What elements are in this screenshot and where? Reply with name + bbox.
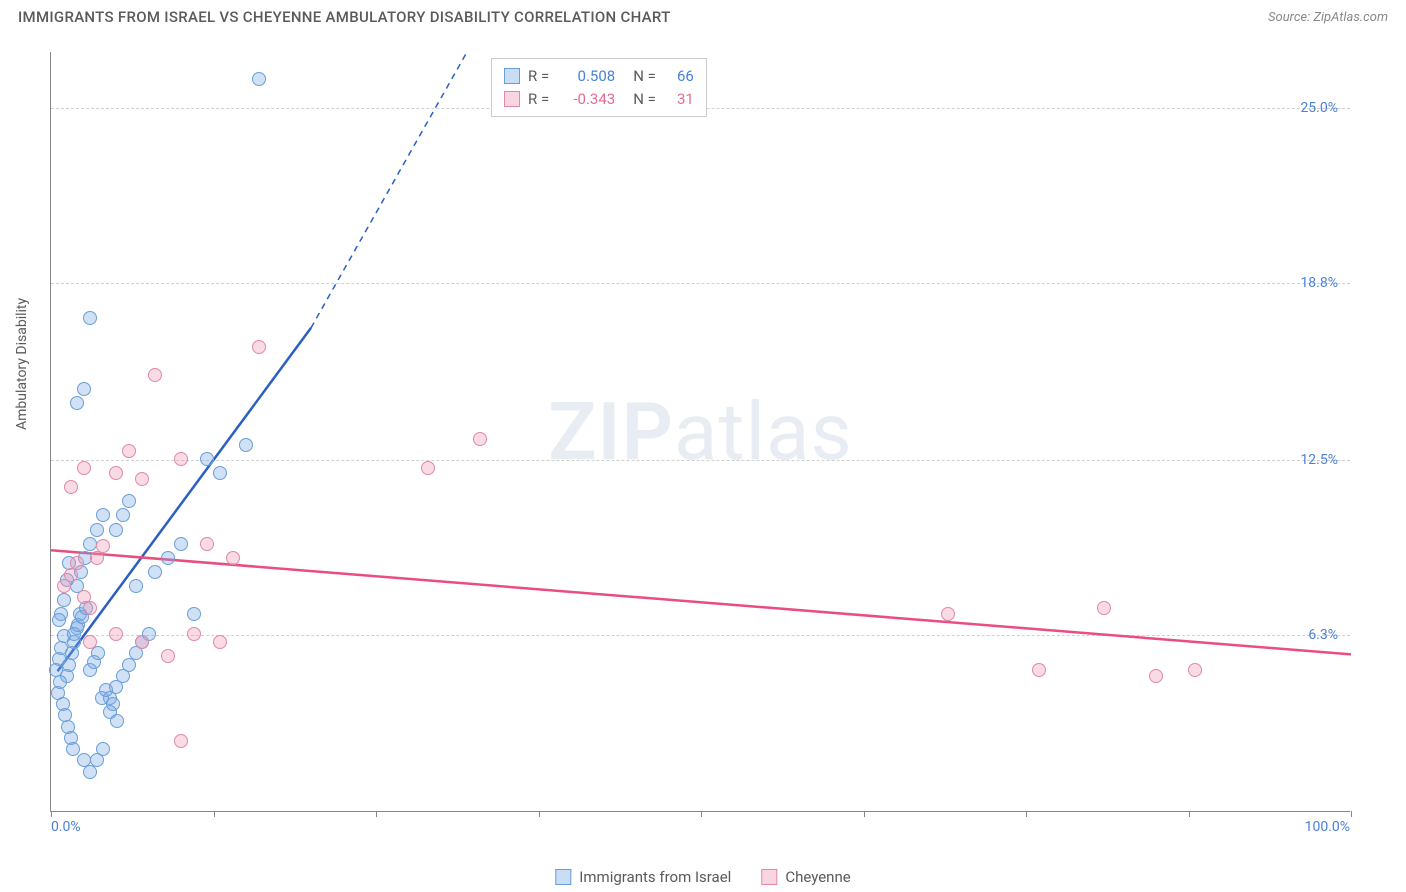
data-point-cheyenne: [64, 480, 78, 494]
y-tick-label: 25.0%: [1300, 100, 1338, 116]
data-point-israel: [110, 714, 124, 728]
x-tick-label: 100.0%: [1305, 819, 1350, 835]
data-point-israel: [174, 537, 188, 551]
data-point-israel: [53, 675, 67, 689]
data-point-cheyenne: [226, 551, 240, 565]
data-point-israel: [106, 697, 120, 711]
data-point-cheyenne: [1188, 663, 1202, 677]
data-point-cheyenne: [77, 461, 91, 475]
x-tick: [1351, 811, 1352, 817]
data-point-cheyenne: [83, 635, 97, 649]
swatch-icon: [761, 869, 777, 885]
data-point-cheyenne: [135, 472, 149, 486]
data-point-cheyenne: [187, 627, 201, 641]
swatch-icon: [504, 68, 520, 84]
x-tick: [539, 811, 540, 817]
data-point-israel: [116, 508, 130, 522]
data-point-cheyenne: [213, 635, 227, 649]
data-point-israel: [148, 565, 162, 579]
swatch-icon: [504, 91, 520, 107]
data-point-cheyenne: [109, 466, 123, 480]
data-point-israel: [83, 537, 97, 551]
data-point-cheyenne: [161, 649, 175, 663]
legend-item-cheyenne: Cheyenne: [761, 866, 850, 889]
data-point-israel: [129, 579, 143, 593]
data-point-israel: [83, 311, 97, 325]
data-point-cheyenne: [252, 340, 266, 354]
data-point-israel: [57, 593, 71, 607]
y-tick-label: 12.5%: [1300, 452, 1338, 468]
data-point-israel: [66, 742, 80, 756]
data-point-cheyenne: [96, 539, 110, 553]
y-tick-label: 18.8%: [1300, 275, 1338, 291]
data-point-cheyenne: [122, 444, 136, 458]
data-point-israel: [96, 508, 110, 522]
bottom-legend: Immigrants from Israel Cheyenne: [555, 866, 850, 889]
data-point-cheyenne: [1149, 669, 1163, 683]
data-point-cheyenne: [109, 627, 123, 641]
scatter-chart: ZIPatlas 6.3%12.5%18.8%25.0%0.0%100.0% R…: [50, 52, 1350, 812]
correlation-stats-box: R = 0.508 N = 66 R = -0.343 N = 31: [491, 58, 707, 117]
data-point-cheyenne: [200, 537, 214, 551]
grid-line: [51, 283, 1350, 284]
data-point-israel: [187, 607, 201, 621]
data-point-cheyenne: [70, 556, 84, 570]
source-attribution: Source: ZipAtlas.com: [1268, 10, 1388, 25]
grid-line: [51, 635, 1350, 636]
stats-row-israel: R = 0.508 N = 66: [504, 65, 694, 88]
watermark: ZIPatlas: [548, 385, 853, 479]
data-point-cheyenne: [941, 607, 955, 621]
data-point-cheyenne: [421, 461, 435, 475]
data-point-israel: [77, 382, 91, 396]
x-tick: [214, 811, 215, 817]
grid-line: [51, 460, 1350, 461]
data-point-cheyenne: [174, 734, 188, 748]
x-tick: [701, 811, 702, 817]
chart-title: IMMIGRANTS FROM ISRAEL VS CHEYENNE AMBUL…: [18, 8, 671, 26]
data-point-israel: [161, 551, 175, 565]
y-axis-label: Ambulatory Disability: [14, 298, 30, 430]
data-point-cheyenne: [135, 635, 149, 649]
data-point-israel: [96, 742, 110, 756]
data-point-cheyenne: [148, 368, 162, 382]
x-tick: [51, 811, 52, 817]
data-point-israel: [200, 452, 214, 466]
y-tick-label: 6.3%: [1308, 627, 1338, 643]
stats-row-cheyenne: R = -0.343 N = 31: [504, 88, 694, 111]
data-point-israel: [122, 494, 136, 508]
x-tick-label: 0.0%: [51, 819, 81, 835]
data-point-cheyenne: [174, 452, 188, 466]
data-point-israel: [239, 438, 253, 452]
x-tick: [1026, 811, 1027, 817]
trend-lines: [51, 52, 1351, 812]
data-point-cheyenne: [1032, 663, 1046, 677]
data-point-israel: [252, 72, 266, 86]
swatch-icon: [555, 869, 571, 885]
x-tick: [1189, 811, 1190, 817]
legend-item-israel: Immigrants from Israel: [555, 866, 731, 889]
data-point-israel: [109, 523, 123, 537]
data-point-cheyenne: [83, 601, 97, 615]
data-point-israel: [213, 466, 227, 480]
data-point-cheyenne: [1097, 601, 1111, 615]
data-point-israel: [70, 396, 84, 410]
x-tick: [864, 811, 865, 817]
data-point-israel: [99, 683, 113, 697]
data-point-cheyenne: [473, 432, 487, 446]
x-tick: [376, 811, 377, 817]
data-point-israel: [90, 523, 104, 537]
data-point-israel: [52, 613, 66, 627]
